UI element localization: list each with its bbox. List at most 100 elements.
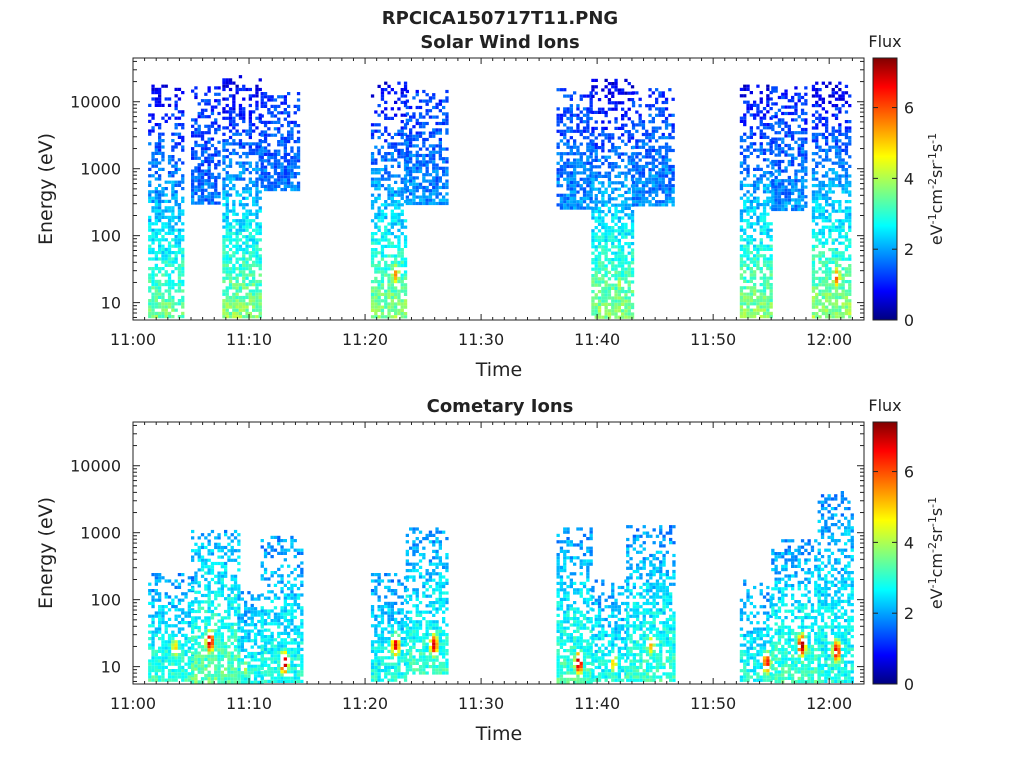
spectrogram-cell (264, 188, 267, 191)
spectrogram-cell (229, 210, 232, 213)
spectrogram-cell (740, 94, 743, 97)
spectrogram-cell (848, 174, 851, 177)
spectrogram-cell (374, 242, 377, 245)
spectrogram-cell (419, 196, 422, 199)
spectrogram-cell (591, 207, 594, 210)
spectrogram-cell (191, 125, 194, 128)
spectrogram-cell (371, 280, 374, 283)
spectrogram-cell (760, 152, 763, 155)
spectrogram-cell (222, 299, 225, 302)
spectrogram-cell (605, 172, 608, 175)
spectrogram-cell (652, 120, 655, 123)
spectrogram-cell (419, 183, 422, 186)
spectrogram-cell (168, 679, 171, 682)
spectrogram-cell (439, 167, 442, 170)
spectrogram-cell (178, 656, 181, 659)
spectrogram-cell (374, 200, 377, 203)
spectrogram-cell (560, 194, 563, 197)
spectrogram-cell (178, 599, 181, 602)
spectrogram-cell (201, 154, 204, 157)
spectrogram-cell (165, 611, 168, 614)
spectrogram-cell (812, 213, 815, 216)
spectrogram-cell (287, 111, 290, 114)
spectrogram-cell (825, 117, 828, 120)
spectrogram-cell (631, 274, 634, 277)
spectrogram-cell (229, 296, 232, 299)
spectrogram-cell (635, 184, 638, 187)
spectrogram-cell (611, 242, 614, 245)
spectrogram-cell (255, 238, 258, 241)
spectrogram-cell (825, 130, 828, 133)
spectrogram-cell (746, 209, 749, 212)
spectrogram-cell (387, 312, 390, 315)
spectrogram-cell (825, 242, 828, 245)
spectrogram-cell (255, 190, 258, 193)
spectrogram-cell (845, 168, 848, 171)
spectrogram-cell (838, 251, 841, 254)
spectrogram-cell (287, 185, 290, 188)
spectrogram-cell (835, 146, 838, 149)
spectrogram-cell (771, 202, 774, 205)
spectrogram-cell (259, 248, 262, 251)
spectrogram-cell (435, 103, 438, 106)
spectrogram-cell (642, 139, 645, 142)
spectrogram-cell (652, 175, 655, 178)
spectrogram-cell (165, 222, 168, 225)
spectrogram-cell (226, 251, 229, 254)
spectrogram-cell (171, 257, 174, 260)
spectrogram-cell (740, 248, 743, 251)
spectrogram-cell (211, 202, 214, 205)
spectrogram-cell (631, 268, 634, 271)
spectrogram-cell (838, 219, 841, 222)
spectrogram-cell (245, 197, 248, 200)
spectrogram-cell (763, 206, 766, 209)
spectrogram-cell (161, 309, 164, 312)
spectrogram-cell (148, 647, 151, 650)
spectrogram-cell (822, 216, 825, 219)
spectrogram-cell (635, 194, 638, 197)
spectrogram-cell (611, 284, 614, 287)
spectrogram-cell (249, 254, 252, 257)
spectrogram-cell (264, 130, 267, 133)
spectrogram-cell (645, 136, 648, 139)
spectrogram-cell (429, 157, 432, 160)
spectrogram-cell (158, 97, 161, 100)
spectrogram-cell (432, 183, 435, 186)
spectrogram-cell (642, 184, 645, 187)
spectrogram-cell (614, 181, 617, 184)
spectrogram-cell (672, 123, 675, 126)
spectrogram-cell (845, 216, 848, 219)
spectrogram-cell (236, 235, 239, 238)
spectrogram-cell (371, 152, 374, 155)
spectrogram-cell (815, 293, 818, 296)
spectrogram-cell (624, 207, 627, 210)
spectrogram-cell (815, 178, 818, 181)
spectrogram-cell (672, 165, 675, 168)
spectrogram-cell (825, 136, 828, 139)
spectrogram-cell (835, 251, 838, 254)
spectrogram-cell (226, 232, 229, 235)
spectrogram-cell (158, 656, 161, 659)
spectrogram-cell (161, 155, 164, 158)
colorbar-tick-label: 4 (904, 169, 914, 188)
spectrogram-cell (655, 181, 658, 184)
spectrogram-cell (378, 184, 381, 187)
spectrogram-cell (397, 200, 400, 203)
spectrogram-cell (211, 112, 214, 115)
spectrogram-cell (274, 169, 277, 172)
spectrogram-cell (222, 187, 225, 190)
spectrogram-cell (294, 140, 297, 143)
spectrogram-cell (432, 157, 435, 160)
spectrogram-cell (208, 99, 211, 102)
spectrogram-cell (151, 605, 154, 608)
spectrogram-cell (178, 123, 181, 126)
spectrogram-cell (387, 171, 390, 174)
spectrogram-cell (566, 111, 569, 114)
spectrogram-cell (848, 200, 851, 203)
spectrogram-cell (211, 109, 214, 112)
spectrogram-cell (652, 178, 655, 181)
spectrogram-cell (391, 213, 394, 216)
spectrogram-cell (812, 248, 815, 251)
spectrogram-cell (151, 88, 154, 91)
spectrogram-cell (652, 91, 655, 94)
